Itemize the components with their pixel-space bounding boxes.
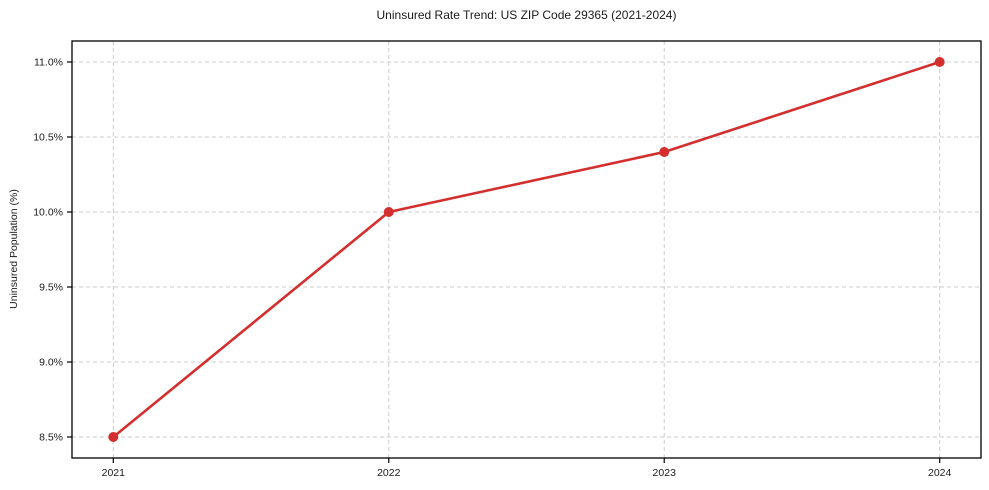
y-axis-tick-label: 11.0% bbox=[34, 57, 63, 69]
data-point-marker bbox=[934, 57, 945, 67]
y-axis-tick-label: 9.0% bbox=[39, 357, 63, 369]
x-axis-tick-label: 2022 bbox=[377, 467, 401, 479]
y-axis-tick-label: 9.5% bbox=[39, 282, 63, 294]
data-point-marker bbox=[108, 432, 119, 442]
x-axis-tick-label: 2023 bbox=[653, 467, 677, 479]
chart-title: Uninsured Rate Trend: US ZIP Code 29365 … bbox=[376, 8, 677, 22]
data-point-marker bbox=[383, 207, 394, 217]
trend-line bbox=[112, 60, 941, 439]
y-axis-tick-label: 10.5% bbox=[33, 132, 63, 144]
x-axis-tick-label: 2024 bbox=[928, 467, 952, 479]
plot-border bbox=[71, 40, 982, 459]
data-point-marker bbox=[659, 147, 670, 157]
x-axis-tick-label: 2021 bbox=[102, 467, 126, 479]
y-axis-tick-label: 8.5% bbox=[39, 432, 63, 444]
y-axis-tick-label: 10.0% bbox=[33, 207, 63, 219]
